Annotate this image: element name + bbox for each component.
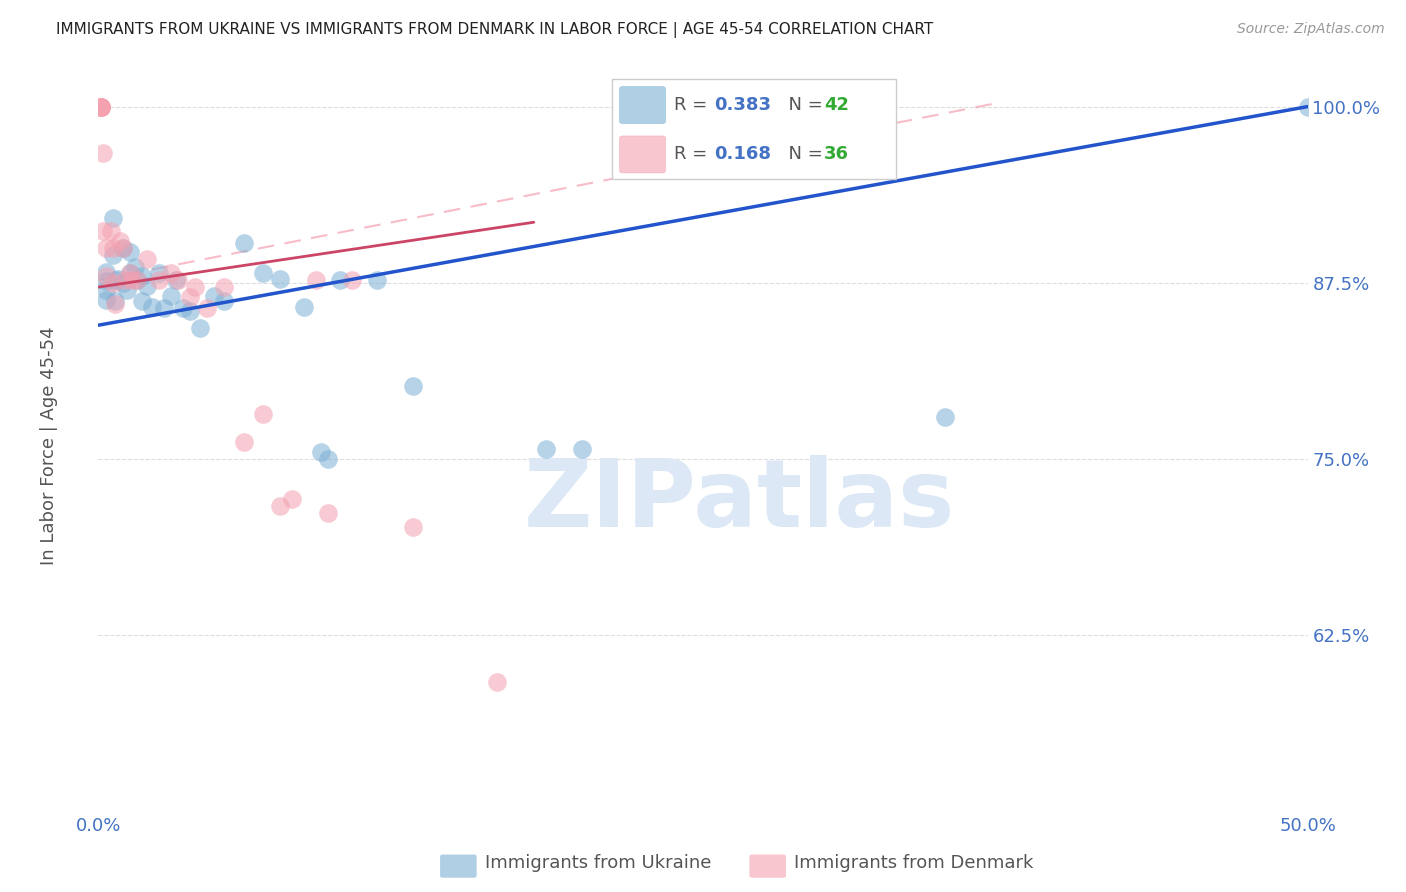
Point [114, 273, 136, 287]
Point [94, 264, 117, 278]
Point [252, 266, 274, 280]
Point [100, 224, 122, 238]
Point [179, 290, 201, 304]
Point [309, 445, 332, 459]
Point [232, 435, 254, 450]
Point [135, 252, 157, 266]
Point [104, 297, 127, 311]
Point [212, 280, 235, 294]
Point [366, 273, 388, 287]
Point [269, 499, 291, 513]
Point [329, 273, 352, 287]
Point [121, 273, 143, 287]
Point [316, 452, 339, 467]
Point [101, 248, 124, 262]
Point [934, 409, 956, 424]
Point [111, 241, 134, 255]
Point [184, 280, 207, 294]
Point [292, 300, 315, 314]
FancyBboxPatch shape [620, 136, 665, 173]
Point [342, 273, 364, 287]
Point [124, 260, 146, 275]
Point [135, 278, 157, 293]
Text: Source: ZipAtlas.com: Source: ZipAtlas.com [1237, 22, 1385, 37]
Point [127, 273, 149, 287]
Point [188, 321, 211, 335]
Text: R =: R = [673, 145, 713, 163]
Point [167, 273, 190, 287]
Point [402, 520, 425, 534]
Text: ZIPatlas: ZIPatlas [523, 455, 955, 547]
Point [91, 146, 114, 161]
Point [232, 236, 254, 251]
Text: IMMIGRANTS FROM UKRAINE VS IMMIGRANTS FROM DENMARK IN LABOR FORCE | AGE 45-54 CO: IMMIGRANTS FROM UKRAINE VS IMMIGRANTS FR… [56, 22, 934, 38]
Text: R =: R = [673, 96, 713, 114]
Point [141, 300, 163, 314]
Point [91, 224, 114, 238]
Text: In Labor Force | Age 45-54: In Labor Force | Age 45-54 [41, 326, 58, 566]
Point [204, 288, 226, 302]
Point [94, 293, 117, 307]
Point [94, 241, 117, 255]
Point [148, 266, 170, 280]
Point [160, 288, 183, 302]
Point [486, 675, 509, 690]
Point [118, 244, 141, 259]
Point [1296, 100, 1319, 114]
Point [212, 294, 235, 309]
Point [127, 273, 149, 287]
Point [534, 442, 557, 457]
Point [107, 271, 129, 285]
Point [269, 271, 291, 285]
Point [402, 379, 425, 393]
Text: 42: 42 [824, 96, 849, 114]
Text: N =: N = [776, 96, 828, 114]
Point [90, 100, 112, 114]
Point [160, 266, 183, 280]
Point [316, 506, 339, 520]
Point [152, 301, 174, 316]
Point [90, 100, 112, 114]
Point [571, 442, 593, 457]
Point [252, 407, 274, 421]
Point [90, 100, 112, 114]
Text: N =: N = [776, 145, 828, 163]
Point [281, 491, 304, 506]
Text: 36: 36 [824, 145, 849, 163]
Point [118, 266, 141, 280]
Point [111, 276, 134, 290]
Text: 0.383: 0.383 [714, 96, 770, 114]
Point [94, 275, 117, 289]
Point [131, 268, 153, 283]
Point [111, 241, 134, 255]
Point [104, 273, 127, 287]
Point [195, 301, 218, 316]
Point [148, 273, 170, 287]
Text: Immigrants from Denmark: Immigrants from Denmark [794, 855, 1033, 872]
Point [90, 100, 112, 114]
Point [117, 283, 139, 297]
Text: 0.168: 0.168 [714, 145, 770, 163]
Point [172, 301, 194, 316]
Text: Immigrants from Ukraine: Immigrants from Ukraine [485, 855, 711, 872]
Point [108, 234, 131, 248]
Point [104, 294, 127, 309]
Point [101, 211, 124, 225]
FancyBboxPatch shape [620, 87, 665, 124]
Point [118, 266, 141, 280]
Point [94, 268, 117, 283]
Point [179, 304, 201, 318]
Point [90, 100, 112, 114]
Point [94, 283, 117, 297]
Point [101, 276, 124, 290]
Point [131, 294, 153, 309]
FancyBboxPatch shape [613, 78, 897, 178]
Point [165, 273, 187, 287]
Point [305, 273, 328, 287]
Point [101, 241, 124, 255]
